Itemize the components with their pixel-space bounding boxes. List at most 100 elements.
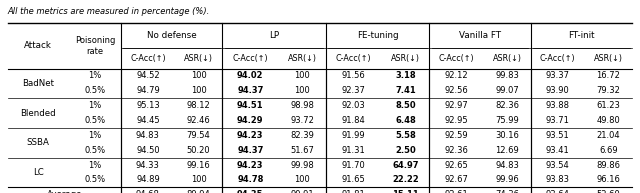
Text: 93.54: 93.54 — [546, 161, 570, 170]
Text: C-Acc(↑): C-Acc(↑) — [540, 54, 575, 63]
Text: ASR(↓): ASR(↓) — [492, 54, 522, 63]
Text: 79.32: 79.32 — [596, 86, 620, 95]
Text: 1%: 1% — [88, 101, 102, 110]
Text: 92.67: 92.67 — [444, 175, 468, 185]
Text: 94.83: 94.83 — [136, 131, 160, 140]
Text: C-Acc(↑): C-Acc(↑) — [336, 54, 371, 63]
Text: 92.65: 92.65 — [444, 161, 468, 170]
Text: 94.78: 94.78 — [237, 175, 264, 185]
Text: ASR(↓): ASR(↓) — [287, 54, 317, 63]
Text: 8.50: 8.50 — [395, 101, 416, 110]
Text: 100: 100 — [294, 175, 310, 185]
Text: 93.37: 93.37 — [546, 71, 570, 80]
Text: 91.65: 91.65 — [342, 175, 365, 185]
Text: 21.04: 21.04 — [596, 131, 620, 140]
Text: 94.52: 94.52 — [136, 71, 160, 80]
Text: 94.23: 94.23 — [237, 161, 264, 170]
Text: 94.45: 94.45 — [136, 116, 160, 125]
Text: 91.31: 91.31 — [342, 146, 365, 155]
Text: 89.86: 89.86 — [596, 161, 621, 170]
Text: All the metrics are measured in percentage (%).: All the metrics are measured in percenta… — [8, 7, 210, 16]
Text: 74.36: 74.36 — [495, 190, 519, 193]
Text: 22.22: 22.22 — [392, 175, 419, 185]
Text: LC: LC — [33, 168, 44, 177]
Text: 94.37: 94.37 — [237, 86, 264, 95]
Text: 15.11: 15.11 — [392, 190, 419, 193]
Text: 93.72: 93.72 — [290, 116, 314, 125]
Text: 51.67: 51.67 — [290, 146, 314, 155]
Text: 0.5%: 0.5% — [84, 175, 106, 185]
Text: 6.69: 6.69 — [599, 146, 618, 155]
Text: 61.23: 61.23 — [596, 101, 620, 110]
Text: 3.18: 3.18 — [395, 71, 416, 80]
Text: 94.02: 94.02 — [237, 71, 264, 80]
Text: 91.84: 91.84 — [342, 116, 365, 125]
Text: Average: Average — [47, 190, 82, 193]
Text: FT-init: FT-init — [568, 31, 595, 40]
Text: C-Acc(↑): C-Acc(↑) — [232, 54, 268, 63]
Text: Blended: Blended — [20, 109, 56, 118]
Text: 99.96: 99.96 — [495, 175, 519, 185]
Text: 1%: 1% — [88, 161, 102, 170]
Text: C-Acc(↑): C-Acc(↑) — [438, 54, 474, 63]
Text: 79.54: 79.54 — [187, 131, 211, 140]
Text: 92.12: 92.12 — [444, 71, 468, 80]
Text: ASR(↓): ASR(↓) — [184, 54, 213, 63]
Text: Vanilla FT: Vanilla FT — [459, 31, 501, 40]
Text: 6.48: 6.48 — [395, 116, 416, 125]
Text: 94.79: 94.79 — [136, 86, 160, 95]
Text: 82.39: 82.39 — [290, 131, 314, 140]
Text: 0.5%: 0.5% — [84, 116, 106, 125]
Text: 98.98: 98.98 — [290, 101, 314, 110]
Text: 92.59: 92.59 — [444, 131, 468, 140]
Text: No defense: No defense — [147, 31, 196, 40]
Text: 100: 100 — [294, 71, 310, 80]
Text: 92.97: 92.97 — [444, 101, 468, 110]
Text: 99.07: 99.07 — [495, 86, 519, 95]
Text: ASR(↓): ASR(↓) — [594, 54, 623, 63]
Text: 94.68: 94.68 — [136, 190, 160, 193]
Text: ASR(↓): ASR(↓) — [391, 54, 420, 63]
Text: 92.03: 92.03 — [342, 101, 365, 110]
Text: 94.83: 94.83 — [495, 161, 519, 170]
Text: 1%: 1% — [88, 71, 102, 80]
Text: 91.99: 91.99 — [342, 131, 365, 140]
Text: FE-tuning: FE-tuning — [356, 31, 398, 40]
Text: 91.81: 91.81 — [342, 190, 365, 193]
Text: 90.91: 90.91 — [290, 190, 314, 193]
Text: 64.97: 64.97 — [392, 161, 419, 170]
Text: 94.23: 94.23 — [237, 131, 264, 140]
Text: 91.70: 91.70 — [342, 161, 365, 170]
Text: 94.37: 94.37 — [237, 146, 264, 155]
Text: 98.12: 98.12 — [187, 101, 211, 110]
Text: 100: 100 — [191, 71, 207, 80]
Text: 93.51: 93.51 — [546, 131, 570, 140]
Text: 92.95: 92.95 — [444, 116, 468, 125]
Text: 91.56: 91.56 — [342, 71, 365, 80]
Text: 94.50: 94.50 — [136, 146, 160, 155]
Text: 93.83: 93.83 — [546, 175, 570, 185]
Text: 0.5%: 0.5% — [84, 146, 106, 155]
Text: 93.88: 93.88 — [546, 101, 570, 110]
Text: 92.61: 92.61 — [444, 190, 468, 193]
Text: 52.60: 52.60 — [596, 190, 620, 193]
Text: BadNet: BadNet — [22, 79, 54, 88]
Text: 93.90: 93.90 — [546, 86, 570, 95]
Text: 7.41: 7.41 — [395, 86, 416, 95]
Text: 94.51: 94.51 — [237, 101, 264, 110]
Text: SSBA: SSBA — [27, 138, 50, 147]
Text: 92.37: 92.37 — [342, 86, 365, 95]
Text: 75.99: 75.99 — [495, 116, 519, 125]
Text: 49.80: 49.80 — [596, 116, 620, 125]
Text: 89.94: 89.94 — [187, 190, 211, 193]
Text: 94.35: 94.35 — [237, 190, 264, 193]
Text: 12.69: 12.69 — [495, 146, 519, 155]
Text: 1%: 1% — [88, 131, 102, 140]
Text: C-Acc(↑): C-Acc(↑) — [130, 54, 166, 63]
Text: 93.64: 93.64 — [546, 190, 570, 193]
Text: 100: 100 — [191, 175, 207, 185]
Text: Poisoning
rate: Poisoning rate — [75, 36, 115, 56]
Text: 95.13: 95.13 — [136, 101, 160, 110]
Text: 94.89: 94.89 — [136, 175, 160, 185]
Text: 30.16: 30.16 — [495, 131, 519, 140]
